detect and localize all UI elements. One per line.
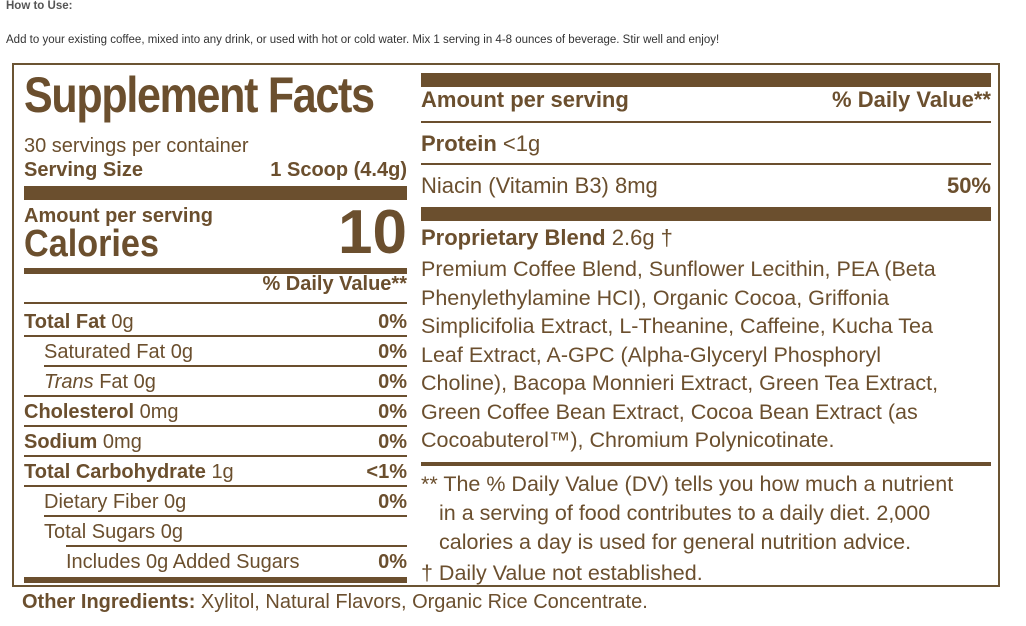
row-divider (24, 335, 407, 337)
daily-value-header: % Daily Value** (832, 87, 991, 112)
niacin-row: Niacin (Vitamin B3) 8mg 50% (421, 173, 991, 199)
nutrient-dv: 0% (378, 550, 407, 573)
dagger-note: † Daily Value not established. (421, 561, 703, 585)
nutrient-amount: 0mg (102, 430, 142, 453)
right-column: Amount per serving % Daily Value** Prote… (421, 65, 991, 585)
panel-title: Supplement Facts (24, 67, 375, 123)
protein-amount: <1g (502, 131, 541, 156)
nutrient-name: Cholesterol (24, 400, 135, 423)
nutrient-amount: 0g (111, 310, 134, 333)
nutrient-name: Total Fat (24, 310, 106, 333)
nutrient-dv: 0% (378, 430, 407, 453)
nutrient-prefix: Trans (44, 370, 94, 393)
blend-ingredients: Premium Coffee Blend, Sunflower Lecithin… (421, 255, 989, 455)
servings-per-container: 30 servings per container (24, 135, 249, 157)
row-divider (44, 515, 407, 517)
nutrient-row-total-carbohydrate: Total Carbohydrate 1g <1% (24, 457, 407, 487)
row-divider (24, 485, 407, 487)
thick-divider (421, 73, 991, 87)
nutrient-amount: 0g (164, 490, 187, 513)
nutrient-row-total-fat: Total Fat 0g 0% (24, 307, 407, 337)
divider (421, 121, 991, 123)
protein-row: Protein <1g (421, 131, 991, 157)
nutrient-row-cholesterol: Cholesterol 0mg 0% (24, 397, 407, 427)
footnote-line: ** The % Daily Value (DV) tells you how … (421, 472, 954, 496)
blend-label: Proprietary Blend (421, 225, 606, 250)
nutrient-dv: <1% (366, 460, 407, 483)
divider (421, 163, 991, 165)
amount-per-serving-label: Amount per serving (421, 87, 629, 112)
nutrient-name: Total Sugars (44, 520, 156, 543)
right-header-row: Amount per serving % Daily Value** (421, 87, 991, 113)
blend-line: Green Coffee Bean Extract, Cocoa Bean Ex… (421, 399, 918, 424)
serving-size-row: Serving Size 1 Scoop (4.4g) (24, 159, 407, 182)
nutrient-name: Sodium (24, 430, 98, 453)
nutrient-dv: 0% (378, 310, 407, 333)
other-ingredients-text: Xylitol, Natural Flavors, Organic Rice C… (195, 591, 648, 613)
divider (24, 302, 407, 304)
amount-per-serving-label: Amount per serving (24, 205, 213, 227)
thick-divider (421, 207, 991, 221)
nutrient-row-sodium: Sodium 0mg 0% (24, 427, 407, 457)
daily-value-footnote: ** The % Daily Value (DV) tells you how … (421, 470, 996, 557)
nutrient-row-dietary-fiber: Dietary Fiber 0g 0% (24, 487, 407, 517)
row-divider (24, 455, 407, 457)
calories-label: Calories (24, 223, 159, 265)
blend-line: Cocoabuterol™), Chromium Polynicotinate. (421, 428, 835, 452)
nutrient-row-total-sugars: Total Sugars 0g (24, 517, 407, 547)
blend-line: Premium Coffee Blend, Sunflower Lecithin… (421, 257, 936, 281)
nutrient-name: Fat (93, 370, 129, 393)
footnote-line: in a serving of food contributes to a da… (439, 501, 931, 525)
medium-divider (421, 462, 991, 466)
blend-line: Simplicifolia Extract, L-Theanine, Caffe… (421, 314, 933, 338)
blend-line: Leaf Extract, A-GPC (Alpha-Glyceryl Phos… (421, 342, 882, 367)
row-divider (44, 365, 407, 367)
other-ingredients: Other Ingredients: Xylitol, Natural Flav… (22, 591, 648, 614)
protein-label: Protein (421, 131, 497, 156)
nutrient-amount: 0g (160, 520, 183, 543)
how-to-heading: How to Use: (6, 0, 73, 12)
calories-value: 10 (338, 198, 407, 267)
nutrient-amount: 0mg (139, 400, 179, 423)
row-divider (24, 425, 407, 427)
nutrient-row-trans-fat: Trans Fat 0g 0% (24, 367, 407, 397)
daily-value-header: % Daily Value** (262, 273, 407, 295)
nutrient-amount: 0g (133, 370, 156, 393)
supplement-facts-panel: Supplement Facts 30 servings per contain… (12, 63, 1000, 587)
nutrient-amount: 1g (211, 460, 234, 483)
footnote-line: calories a day is used for general nutri… (439, 530, 912, 554)
nutrient-name: Saturated Fat (44, 340, 166, 363)
left-column: Supplement Facts 30 servings per contain… (24, 65, 407, 585)
blend-amount: 2.6g † (611, 225, 673, 250)
proprietary-blend-row: Proprietary Blend 2.6g † (421, 225, 991, 251)
row-divider (66, 545, 407, 547)
row-divider (24, 395, 407, 397)
how-to-instructions: Add to your existing coffee, mixed into … (6, 34, 720, 46)
blend-line: Choline), Bacopa Monnieri Extract, Green… (421, 371, 939, 395)
nutrient-amount: 0g (170, 340, 193, 363)
niacin-dv: 50% (946, 173, 991, 198)
nutrient-dv: 0% (378, 400, 407, 423)
nutrient-row-added-sugars: Includes 0g Added Sugars 0% (24, 547, 407, 577)
medium-divider (24, 268, 407, 274)
nutrient-dv: 0% (378, 340, 407, 363)
other-ingredients-label: Other Ingredients: (22, 591, 196, 613)
nutrient-name: Total Carbohydrate (24, 460, 206, 483)
niacin-label: Niacin (Vitamin B3) 8mg (421, 173, 658, 198)
nutrient-dv: 0% (378, 370, 407, 393)
serving-size-value: 1 Scoop (4.4g) (270, 159, 407, 181)
thick-divider (24, 186, 407, 200)
blend-line: Phenylethylamine HCI), Organic Cocoa, Gr… (421, 285, 890, 310)
nutrient-name: Includes 0g Added Sugars (66, 550, 300, 573)
bottom-divider (24, 577, 407, 583)
serving-size-label: Serving Size (24, 159, 143, 181)
nutrient-name: Dietary Fiber (44, 490, 159, 513)
nutrient-row-saturated-fat: Saturated Fat 0g 0% (24, 337, 407, 367)
nutrient-dv: 0% (378, 490, 407, 513)
